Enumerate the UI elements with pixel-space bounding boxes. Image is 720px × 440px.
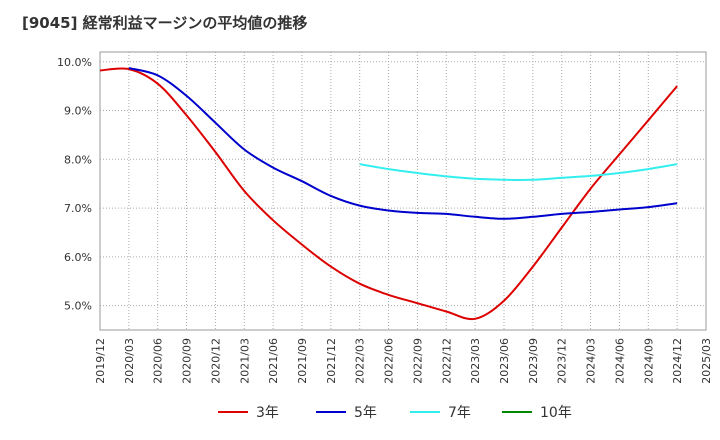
legend: 3年 5年 7年 10年 — [218, 405, 572, 421]
x-tick-label: 2020/06 — [152, 338, 165, 384]
y-tick-label: 9.0% — [64, 105, 92, 118]
x-tick-label: 2021/03 — [238, 338, 251, 384]
x-tick-label: 2025/03 — [700, 338, 713, 384]
x-tick-label: 2022/12 — [440, 338, 453, 384]
series-line-2 — [359, 163, 678, 181]
x-tick-label: 2024/06 — [613, 338, 626, 384]
y-tick-label: 8.0% — [64, 153, 92, 166]
x-tick-label: 2020/03 — [123, 338, 136, 384]
x-tick-label: 2023/09 — [527, 338, 540, 384]
x-tick-label: 2024/12 — [671, 338, 684, 384]
plot-area — [99, 51, 707, 331]
x-axis: 2019/12 2020/03 2020/06 2020/09 2020/12 2021/… — [94, 338, 713, 384]
x-tick-label: 2022/09 — [411, 338, 424, 384]
y-tick-label: 7.0% — [64, 202, 92, 215]
y-tick-label: 10.0% — [57, 56, 92, 69]
x-tick-label: 2021/06 — [267, 338, 280, 384]
x-tick-label: 2024/09 — [642, 338, 655, 384]
x-tick-label: 2020/09 — [181, 338, 194, 384]
y-tick-label: 5.0% — [64, 300, 92, 313]
series-line-1 — [128, 67, 678, 220]
x-tick-label: 2020/12 — [209, 338, 222, 384]
x-tick-label: 2021/12 — [325, 338, 338, 384]
y-tick-label: 6.0% — [64, 251, 92, 264]
series-layer — [99, 67, 678, 321]
grid-layer — [100, 52, 706, 330]
legend-label-3: 10年 — [540, 405, 572, 421]
series-line-0 — [99, 67, 678, 321]
legend-label-1: 5年 — [354, 405, 377, 421]
x-tick-label: 2023/12 — [556, 338, 569, 384]
legend-label-2: 7年 — [448, 405, 471, 421]
chart-title: [9045] 経常利益マージンの平均値の推移 — [22, 14, 308, 32]
x-tick-label: 2023/06 — [498, 338, 511, 384]
x-tick-label: 2023/03 — [469, 338, 482, 384]
x-tick-label: 2022/03 — [354, 338, 367, 384]
x-tick-label: 2021/09 — [296, 338, 309, 384]
x-tick-label: 2019/12 — [94, 338, 107, 384]
legend-label-0: 3年 — [256, 405, 279, 421]
x-tick-label: 2022/06 — [383, 338, 396, 384]
y-axis: 5.0% 6.0% 7.0% 8.0% 9.0% 10.0% — [57, 56, 92, 313]
x-tick-label: 2024/03 — [585, 338, 598, 384]
